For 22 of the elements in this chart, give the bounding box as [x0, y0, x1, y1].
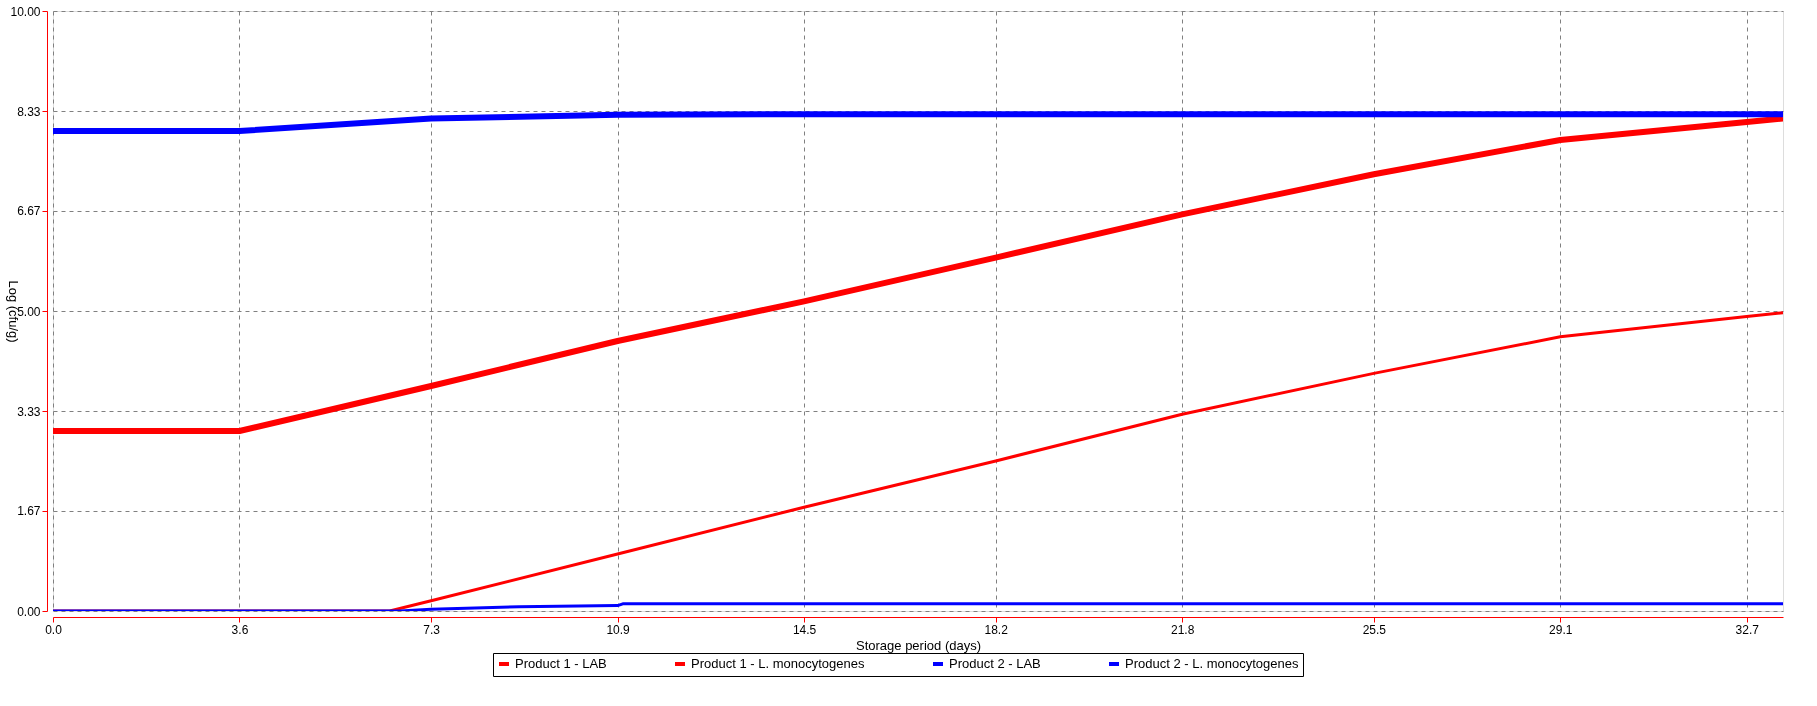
y-tick-label: 1.67 — [17, 504, 41, 519]
x-tick-label: 32.7 — [1735, 622, 1760, 637]
y-tick-label: 10.00 — [10, 4, 41, 19]
x-tick-label: 7.3 — [423, 622, 441, 637]
x-tick-label: 3.6 — [231, 622, 249, 637]
x-tick-label: 25.5 — [1362, 622, 1387, 637]
legend-label: Product 2 - L. monocytogenes — [1125, 656, 1299, 671]
x-axis-title: Storage period (days) — [855, 637, 982, 653]
y-tick-label: 5.00 — [17, 304, 41, 319]
legend-label: Product 2 - LAB — [949, 656, 1041, 671]
x-tick-label: 29.1 — [1549, 622, 1573, 637]
y-tick-label: 0.00 — [17, 604, 41, 619]
x-tick-label: 14.5 — [792, 622, 817, 637]
x-tick-label: 21.8 — [1170, 622, 1195, 637]
legend-label: Product 1 - L. monocytogenes — [691, 656, 865, 671]
x-tick-label: 0.0 — [45, 622, 63, 637]
y-tick-label: 8.33 — [17, 104, 41, 119]
legend-label: Product 1 - LAB — [515, 656, 607, 671]
x-tick-label: 18.2 — [984, 622, 1009, 637]
y-tick-label: 3.33 — [17, 404, 41, 419]
x-tick-label: 10.9 — [606, 622, 631, 637]
y-tick-label: 6.67 — [17, 204, 41, 219]
